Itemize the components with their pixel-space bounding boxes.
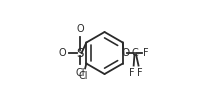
Text: O: O <box>121 48 130 58</box>
Text: Cl: Cl <box>78 71 88 81</box>
Text: F: F <box>136 68 142 78</box>
Text: F: F <box>143 48 149 58</box>
Text: F: F <box>129 68 135 78</box>
Text: S: S <box>77 47 84 60</box>
Text: C: C <box>132 48 139 58</box>
Text: O: O <box>59 48 66 58</box>
Text: Cl: Cl <box>75 68 85 78</box>
Text: O: O <box>76 24 84 34</box>
